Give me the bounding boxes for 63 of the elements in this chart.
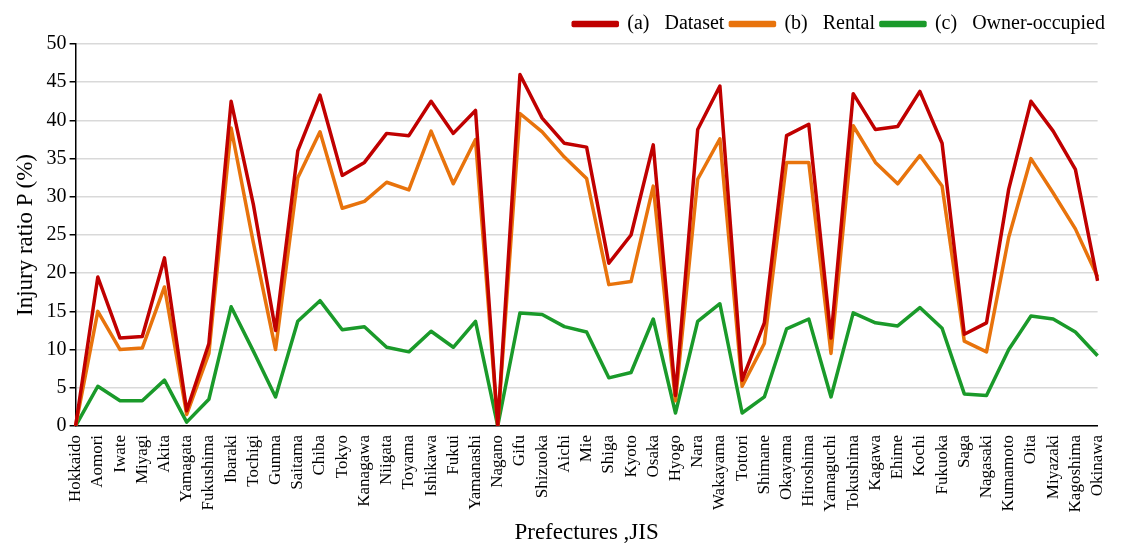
y-tick-label: 50 (46, 31, 67, 54)
y-axis-title: Injury ratio P (%) (11, 153, 37, 316)
x-tick-label: Shiga (598, 434, 618, 474)
x-tick-label: Kumamoto (998, 434, 1018, 512)
x-tick-label: Niigata (376, 434, 396, 486)
x-tick-label: Hyogo (664, 434, 684, 482)
x-tick-label: Saga (953, 434, 973, 469)
x-tick-label: Toyama (398, 434, 418, 490)
x-tick-label: Shimane (753, 434, 773, 495)
x-axis-title: Prefectures ,JIS (514, 519, 659, 545)
x-tick-label: Shizuoka (531, 434, 551, 499)
x-tick-label: Ishikawa (420, 434, 440, 497)
y-tick-label: 0 (56, 413, 67, 436)
x-tick-label: Kanagawa (353, 434, 373, 507)
x-tick-label: Iwate (109, 434, 129, 473)
y-tick-label: 45 (46, 69, 67, 92)
x-tick-label: Aichi (553, 434, 573, 473)
x-tick-label: Kagoshima (1064, 434, 1084, 513)
x-tick-label: Fukushima (198, 434, 218, 511)
y-tick-label: 10 (46, 336, 67, 359)
y-tick-label: 40 (46, 107, 67, 130)
x-tick-label: Saitama (287, 434, 307, 490)
x-tick-label: Yamaguchi (820, 434, 840, 512)
x-tick-label: Miyazaki (1042, 434, 1062, 500)
x-tick-label: Nara (687, 434, 707, 468)
x-tick-label: Hokkaido (65, 434, 85, 503)
x-tick-label: Fukuoka (931, 434, 951, 495)
x-tick-label: Hiroshima (798, 434, 818, 507)
x-tick-label: Nagasaki (975, 434, 995, 499)
x-tick-label: Wakayama (709, 434, 729, 511)
x-tick-label: Tottori (731, 434, 751, 481)
legend-label: (b) Rental (784, 11, 876, 35)
x-tick-label: Aomori (87, 434, 107, 488)
x-tick-label: Mie (576, 434, 596, 463)
x-tick-label: Yamagata (176, 434, 196, 503)
x-tick-label: Gunma (265, 434, 285, 486)
x-tick-label: Nagano (487, 434, 507, 488)
x-tick-label: Tokyo (331, 434, 351, 479)
x-tick-label: Fukui (442, 434, 462, 475)
x-tick-label: Gifu (509, 434, 529, 467)
x-tick-label: Ehime (887, 434, 907, 480)
y-tick-label: 25 (46, 222, 67, 245)
x-tick-label: Oita (1020, 434, 1040, 465)
x-tick-label: Yamanashi (464, 434, 484, 510)
x-tick-label: Okayama (776, 434, 796, 501)
x-tick-label: Okinawa (1087, 434, 1107, 497)
legend-label: (c) Owner-occupied (934, 11, 1106, 35)
x-tick-label: Akita (153, 434, 173, 473)
x-tick-label: Osaka (642, 434, 662, 478)
x-tick-label: Ibaraki (220, 434, 240, 484)
y-tick-label: 30 (46, 184, 67, 207)
x-tick-label: Chiba (309, 434, 329, 476)
y-tick-label: 15 (46, 298, 67, 321)
x-tick-label: Miyagi (131, 434, 151, 485)
x-tick-label: Tokushima (842, 434, 862, 511)
y-tick-label: 35 (46, 145, 67, 168)
x-tick-label: Tochigi (242, 434, 262, 487)
y-tick-label: 20 (46, 260, 67, 283)
x-tick-label: Kochi (909, 434, 929, 477)
legend-label: (a) Dataset (627, 11, 725, 35)
x-tick-label: Kagawa (864, 434, 884, 491)
x-tick-label: Kyoto (620, 434, 640, 478)
y-tick-label: 5 (56, 375, 67, 398)
